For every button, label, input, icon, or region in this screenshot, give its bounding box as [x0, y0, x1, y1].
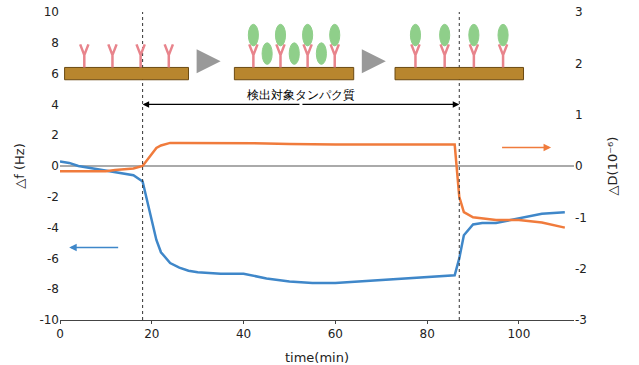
svg-text:0: 0	[56, 327, 64, 341]
svg-text:40: 40	[236, 327, 251, 341]
svg-text:-10: -10	[39, 313, 59, 327]
svg-text:4: 4	[51, 98, 59, 112]
svg-text:-1: -1	[575, 211, 587, 225]
svg-text:2: 2	[51, 128, 59, 142]
svg-text:20: 20	[144, 327, 159, 341]
svg-text:6: 6	[51, 67, 59, 81]
svg-text:8: 8	[51, 36, 59, 50]
svg-text:検出対象タンパク質: 検出対象タンパク質	[247, 88, 355, 102]
svg-text:-4: -4	[47, 221, 59, 235]
svg-text:△D(10⁻⁶): △D(10⁻⁶)	[605, 137, 620, 196]
svg-text:0: 0	[575, 159, 583, 173]
svg-text:2: 2	[575, 57, 583, 71]
svg-text:time(min): time(min)	[285, 350, 349, 365]
svg-text:60: 60	[328, 327, 343, 341]
svg-text:-2: -2	[47, 190, 59, 204]
svg-text:3: 3	[575, 5, 583, 19]
svg-text:1: 1	[575, 108, 583, 122]
svg-text:-3: -3	[575, 313, 587, 327]
svg-text:0: 0	[51, 159, 59, 173]
svg-text:-2: -2	[575, 262, 587, 276]
svg-text:-8: -8	[47, 282, 59, 296]
svg-text:-6: -6	[47, 252, 59, 266]
svg-text:80: 80	[419, 327, 434, 341]
svg-text:100: 100	[507, 327, 530, 341]
svg-text:10: 10	[44, 5, 59, 19]
svg-text:△f (Hz): △f (Hz)	[12, 143, 27, 188]
